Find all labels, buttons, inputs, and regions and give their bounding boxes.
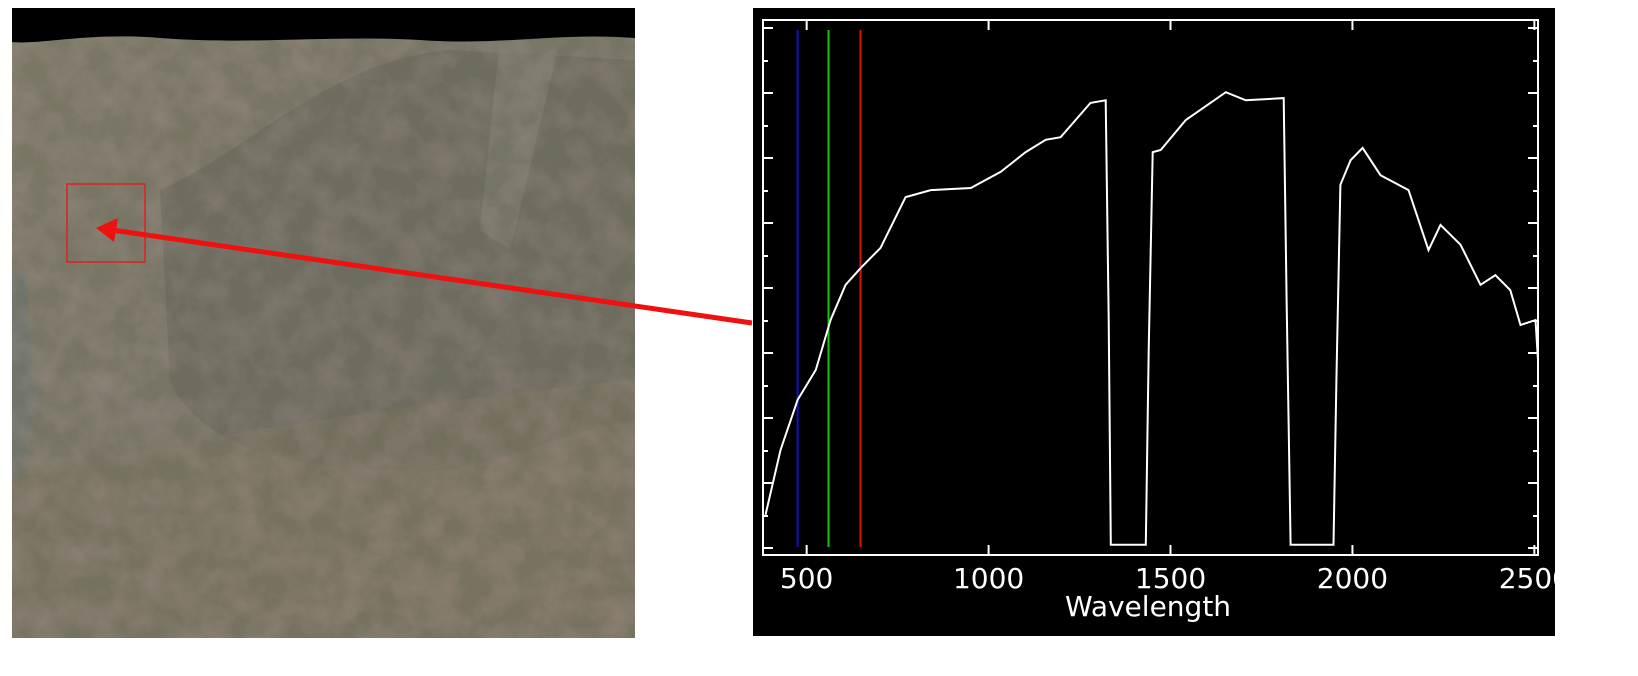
x-tick-label: 1500 bbox=[1135, 562, 1206, 595]
chart: 500 1000 1500 2000 2500 bbox=[764, 20, 1570, 595]
x-tick-label: 500 bbox=[780, 562, 833, 595]
spectrum-line bbox=[764, 91, 1539, 546]
chart-panel: 500 1000 1500 2000 2500 Wavelength bbox=[753, 8, 1570, 636]
x-tick-label: 1000 bbox=[953, 562, 1024, 595]
x-tick-label: 2500 bbox=[1499, 562, 1570, 595]
pointer-arrow bbox=[96, 218, 753, 326]
x-tick-label: 2000 bbox=[1317, 562, 1388, 595]
satellite-image bbox=[12, 8, 635, 638]
x-axis-label: Wavelength bbox=[1065, 590, 1231, 623]
